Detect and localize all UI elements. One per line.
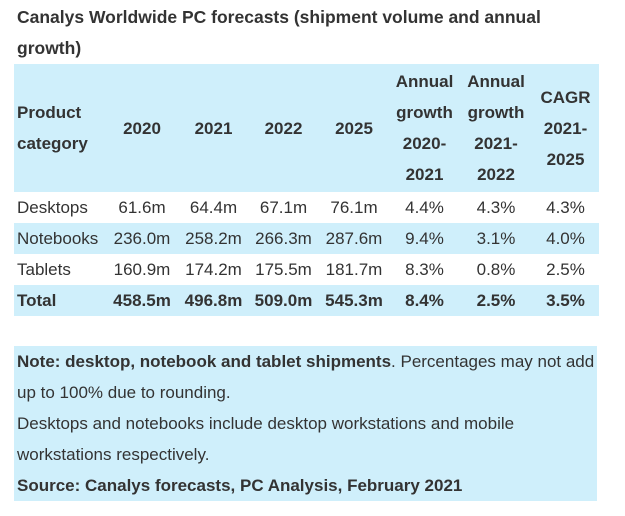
header-2022: 2022: [248, 64, 319, 192]
header-growth-2021-2022: Annual growth 2021- 2022: [460, 64, 532, 192]
cell-2022: 175.5m: [255, 260, 312, 279]
cell-growth-2020-2021: 9.4%: [389, 223, 460, 254]
cell-growth-2021-2022: 4.3%: [476, 198, 516, 217]
table-row-desktops: Desktops 61.6m 64.4m 67.1m 76.1m 4.4% 4.…: [14, 192, 599, 223]
note-box: Note: desktop, notebook and tablet shipm…: [14, 346, 597, 501]
cell-2025: 545.3m: [319, 285, 389, 316]
header-2025: 2025: [319, 64, 389, 192]
page-title: Canalys Worldwide PC forecasts (shipment…: [17, 7, 541, 58]
cell-growth-2021-2022: 2.5%: [460, 285, 532, 316]
header-growth-2020-2021: Annual growth 2020- 2021: [389, 64, 460, 192]
cell-2022: 266.3m: [248, 223, 319, 254]
header-2020: 2020: [105, 64, 179, 192]
cell-growth-2021-2022: 3.1%: [460, 223, 532, 254]
cell-2025: 181.7m: [325, 260, 383, 279]
forecast-table: Product category 2020 2021 2022 2025 Ann…: [14, 64, 599, 316]
cell-category: Tablets: [17, 260, 71, 279]
cell-growth-2020-2021: 4.4%: [405, 198, 444, 217]
header-cagr-2021-2025: CAGR 2021- 2025: [532, 64, 599, 192]
cell-category: Desktops: [17, 198, 88, 217]
cell-2020: 61.6m: [118, 198, 166, 217]
table-row-tablets: Tablets 160.9m 174.2m 175.5m 181.7m 8.3%…: [14, 254, 599, 285]
cell-growth-2020-2021: 8.4%: [389, 285, 460, 316]
cell-2020: 160.9m: [113, 260, 171, 279]
table-row-notebooks: Notebooks 236.0m 258.2m 266.3m 287.6m 9.…: [14, 223, 599, 254]
cell-2022: 509.0m: [248, 285, 319, 316]
table-header-row: Product category 2020 2021 2022 2025 Ann…: [14, 64, 599, 192]
note-line-1: Note: desktop, notebook and tablet shipm…: [17, 346, 595, 408]
cell-2025: 287.6m: [319, 223, 389, 254]
header-2021: 2021: [179, 64, 248, 192]
cell-growth-2021-2022: 0.8%: [476, 260, 516, 279]
cell-cagr: 4.3%: [546, 198, 585, 217]
cell-2021: 174.2m: [185, 260, 242, 279]
cell-category: Total: [14, 285, 105, 316]
cell-cagr: 2.5%: [546, 260, 585, 279]
note-source: Source: Canalys forecasts, PC Analysis, …: [17, 476, 463, 495]
note-lead-rest: . Percentages may not add up to 100% due…: [17, 352, 595, 402]
cell-2025: 76.1m: [330, 198, 378, 217]
cell-category: Notebooks: [14, 223, 105, 254]
header-product-category: Product category: [14, 64, 105, 192]
cell-2021: 258.2m: [179, 223, 248, 254]
cell-2021: 496.8m: [179, 285, 248, 316]
cell-cagr: 4.0%: [532, 223, 599, 254]
cell-growth-2020-2021: 8.3%: [405, 260, 444, 279]
cell-2020: 458.5m: [105, 285, 179, 316]
cell-2020: 236.0m: [105, 223, 179, 254]
note-line-2: Desktops and notebooks include desktop w…: [17, 414, 515, 464]
note-lead-bold: Note: desktop, notebook and tablet shipm…: [17, 352, 392, 371]
cell-2021: 64.4m: [189, 198, 238, 217]
table-row-total: Total 458.5m 496.8m 509.0m 545.3m 8.4% 2…: [14, 285, 599, 316]
cell-cagr: 3.5%: [532, 285, 599, 316]
cell-2022: 67.1m: [259, 198, 308, 217]
